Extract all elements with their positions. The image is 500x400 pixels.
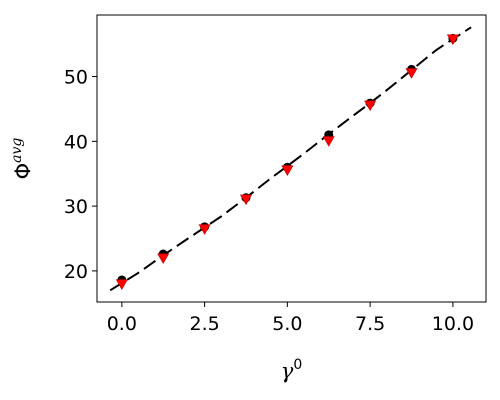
- triangle-marker: [115, 279, 128, 290]
- y-tick-label: 30: [64, 196, 88, 218]
- y-tick-label: 50: [64, 67, 88, 89]
- x-tick-label: 2.5: [189, 313, 219, 335]
- y-tick-label: 20: [64, 261, 88, 283]
- x-tick-label: 10.0: [432, 313, 474, 335]
- triangle-marker: [364, 100, 377, 112]
- y-axis-label-main: Φ: [11, 163, 35, 180]
- y-axis: 20 30 40 50: [64, 67, 97, 283]
- plot-marks: [109, 26, 472, 292]
- triangle-marker: [198, 224, 211, 235]
- x-tick-label: 0.0: [107, 313, 137, 335]
- x-axis-label: γ0: [281, 357, 302, 383]
- x-tick-label: 7.5: [355, 313, 385, 335]
- plot-frame: [96, 14, 487, 303]
- triangle-marker: [446, 34, 459, 46]
- x-axis: 0.0 2.5 5.0 7.5 10.0: [107, 302, 474, 335]
- triangle-marker: [405, 68, 418, 79]
- triangle-marker: [322, 136, 335, 147]
- series-line-dashed: [109, 26, 472, 292]
- x-tick-label: 5.0: [272, 313, 302, 335]
- x-axis-label-superscript: 0: [293, 357, 302, 373]
- y-tick-label: 40: [64, 131, 88, 153]
- y-axis-label-superscript: avg: [9, 138, 25, 163]
- x-axis-label-main: γ: [281, 359, 294, 383]
- triangle-marker: [157, 253, 170, 265]
- triangle-marker: [239, 194, 252, 206]
- y-axis-label: Φavg: [9, 138, 35, 180]
- triangle-marker: [281, 165, 294, 176]
